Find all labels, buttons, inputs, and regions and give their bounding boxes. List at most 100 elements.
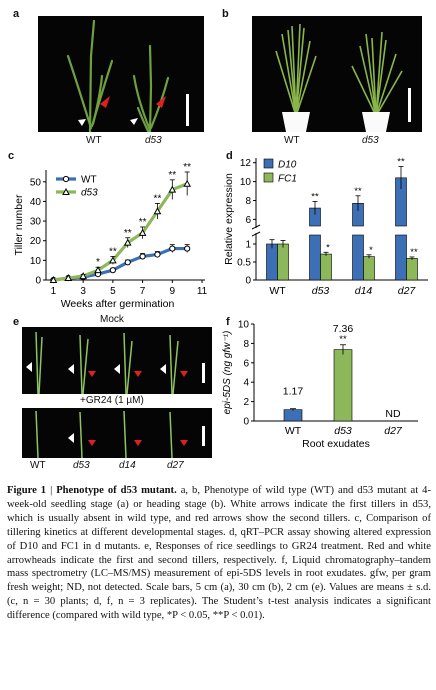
panel-e-gr24-seedlings — [35, 410, 205, 458]
panel-f-label: f — [226, 316, 230, 328]
panel-e-mock-photo — [22, 327, 212, 394]
x-tick-label: 11 — [197, 286, 208, 297]
y-tick-label: 6 — [245, 215, 251, 226]
significance-marker: ** — [183, 162, 191, 173]
significance-marker: * — [326, 242, 330, 253]
y-tick-label: 0.5 — [237, 258, 251, 269]
panel-e-label: e — [13, 316, 20, 328]
data-label: 7.36 — [333, 323, 354, 335]
x-tick-label: 3 — [80, 286, 86, 297]
panel-b-plants-illustration — [275, 23, 411, 132]
data-point-WT — [109, 267, 116, 274]
y-tick-label: 8 — [243, 339, 249, 350]
data-point-WT — [124, 259, 131, 266]
y-tick-label: 0 — [243, 417, 249, 428]
bar-WT — [283, 409, 303, 422]
panel-a-plants-illustration — [66, 19, 189, 132]
bar-d53 — [333, 349, 353, 422]
category-label: d53 — [312, 285, 330, 297]
bar-FC1 — [277, 243, 289, 281]
panel-a-wt-label: WT — [86, 135, 102, 146]
panel-b-wt-label: WT — [284, 135, 300, 146]
legend-marker-d53 — [62, 187, 70, 195]
significance-marker: * — [369, 245, 373, 256]
data-point-d53 — [49, 275, 58, 283]
x-tick-label: 1 — [51, 286, 57, 297]
data-point-d53 — [64, 273, 73, 282]
category-label: WT — [269, 285, 286, 297]
data-point-WT — [139, 253, 146, 260]
panel-e-gr24-photo — [22, 408, 212, 458]
panel-e-gr24-title: +GR24 (1 µM) — [80, 395, 144, 406]
y-tick-label: 10 — [238, 320, 250, 331]
caption-separator: | — [46, 485, 57, 496]
y-tick-label: 1 — [245, 240, 251, 251]
legend-label-FC1: FC1 — [278, 174, 297, 185]
category-label: d14 — [355, 285, 373, 297]
panel-e-mock-title: Mock — [100, 314, 124, 325]
data-label: ND — [385, 408, 401, 420]
x-axis-label: Weeks after germination — [61, 298, 175, 310]
y-tick-label: 6 — [243, 358, 249, 369]
legend-label-D10: D10 — [278, 160, 297, 171]
y-tick-label: 30 — [30, 217, 42, 228]
significance-marker: ** — [139, 217, 147, 228]
panel-d-label: d — [226, 150, 233, 162]
caption-figure-number: Figure 1 — [7, 485, 47, 496]
axis-break-mark — [251, 231, 261, 237]
data-point-d53 — [168, 185, 177, 193]
data-point-WT — [154, 251, 161, 258]
data-point-d53 — [123, 238, 132, 246]
significance-marker: ** — [109, 246, 117, 257]
bar-FC1 — [320, 253, 332, 281]
y-tick-label: 10 — [240, 177, 252, 188]
bar-D10-lower — [352, 234, 364, 281]
bar-FC1 — [363, 256, 375, 281]
data-point-WT — [184, 245, 191, 252]
panel-a-photo — [38, 16, 204, 132]
legend-label-d53: d53 — [81, 188, 98, 199]
epi-5ds-chart: 0 2 4 6 8 10 epi-5DS (ng gfw⁻¹) Root exudatesWT… — [222, 320, 418, 450]
panel-b-photo — [252, 16, 422, 132]
significance-marker: ** — [124, 228, 132, 239]
panel-e-mock-seedlings — [26, 331, 205, 394]
bar-FC1 — [406, 258, 418, 281]
data-point-d53 — [94, 266, 102, 274]
bar-D10-lower — [309, 234, 321, 281]
caption-body: a, b, Phenotype of wild type (WT) and d5… — [7, 485, 431, 622]
legend-swatch-FC1 — [263, 172, 274, 183]
category-label: d27 — [398, 285, 417, 297]
significance-marker: ** — [354, 186, 362, 197]
data-point-d53 — [79, 272, 87, 280]
data-point-d53 — [138, 228, 147, 236]
figure-caption: Figure 1 | Phenotype of d53 mutant. a, b… — [7, 484, 431, 623]
panel-e-d14-label: d14 — [119, 460, 136, 471]
category-label: WT — [285, 425, 302, 437]
axis-break-mark — [251, 224, 261, 230]
legend-label-WT: WT — [81, 175, 97, 186]
y-tick-label: 10 — [30, 256, 42, 267]
panel-e-d53-label: d53 — [73, 460, 90, 471]
data-point-d53 — [109, 256, 117, 264]
significance-marker: ** — [410, 247, 418, 258]
panel-e-d27-label: d27 — [167, 460, 184, 471]
y-axis-label: epi-5DS (ng gfw⁻¹) — [222, 331, 233, 415]
panel-a-label: a — [13, 8, 20, 20]
y-axis-label: Relative expression — [223, 173, 235, 265]
y-tick-label: 8 — [245, 196, 251, 207]
panel-e-wt-label: WT — [30, 460, 46, 471]
x-tick-label: 9 — [170, 286, 176, 297]
data-point-WT — [169, 245, 176, 252]
panel-c-label: c — [8, 150, 15, 162]
x-tick-label: 5 — [110, 286, 116, 297]
series-line-d53 — [53, 182, 188, 282]
data-point-d53 — [153, 207, 162, 215]
data-label: 1.17 — [283, 386, 304, 398]
caption-title: Phenotype of d53 mutant. — [56, 485, 177, 496]
category-label: d27 — [384, 425, 403, 437]
bar-D10-lower — [395, 234, 407, 281]
category-label: d53 — [334, 425, 352, 437]
bar-D10 — [266, 243, 278, 281]
significance-marker: ** — [311, 191, 319, 202]
